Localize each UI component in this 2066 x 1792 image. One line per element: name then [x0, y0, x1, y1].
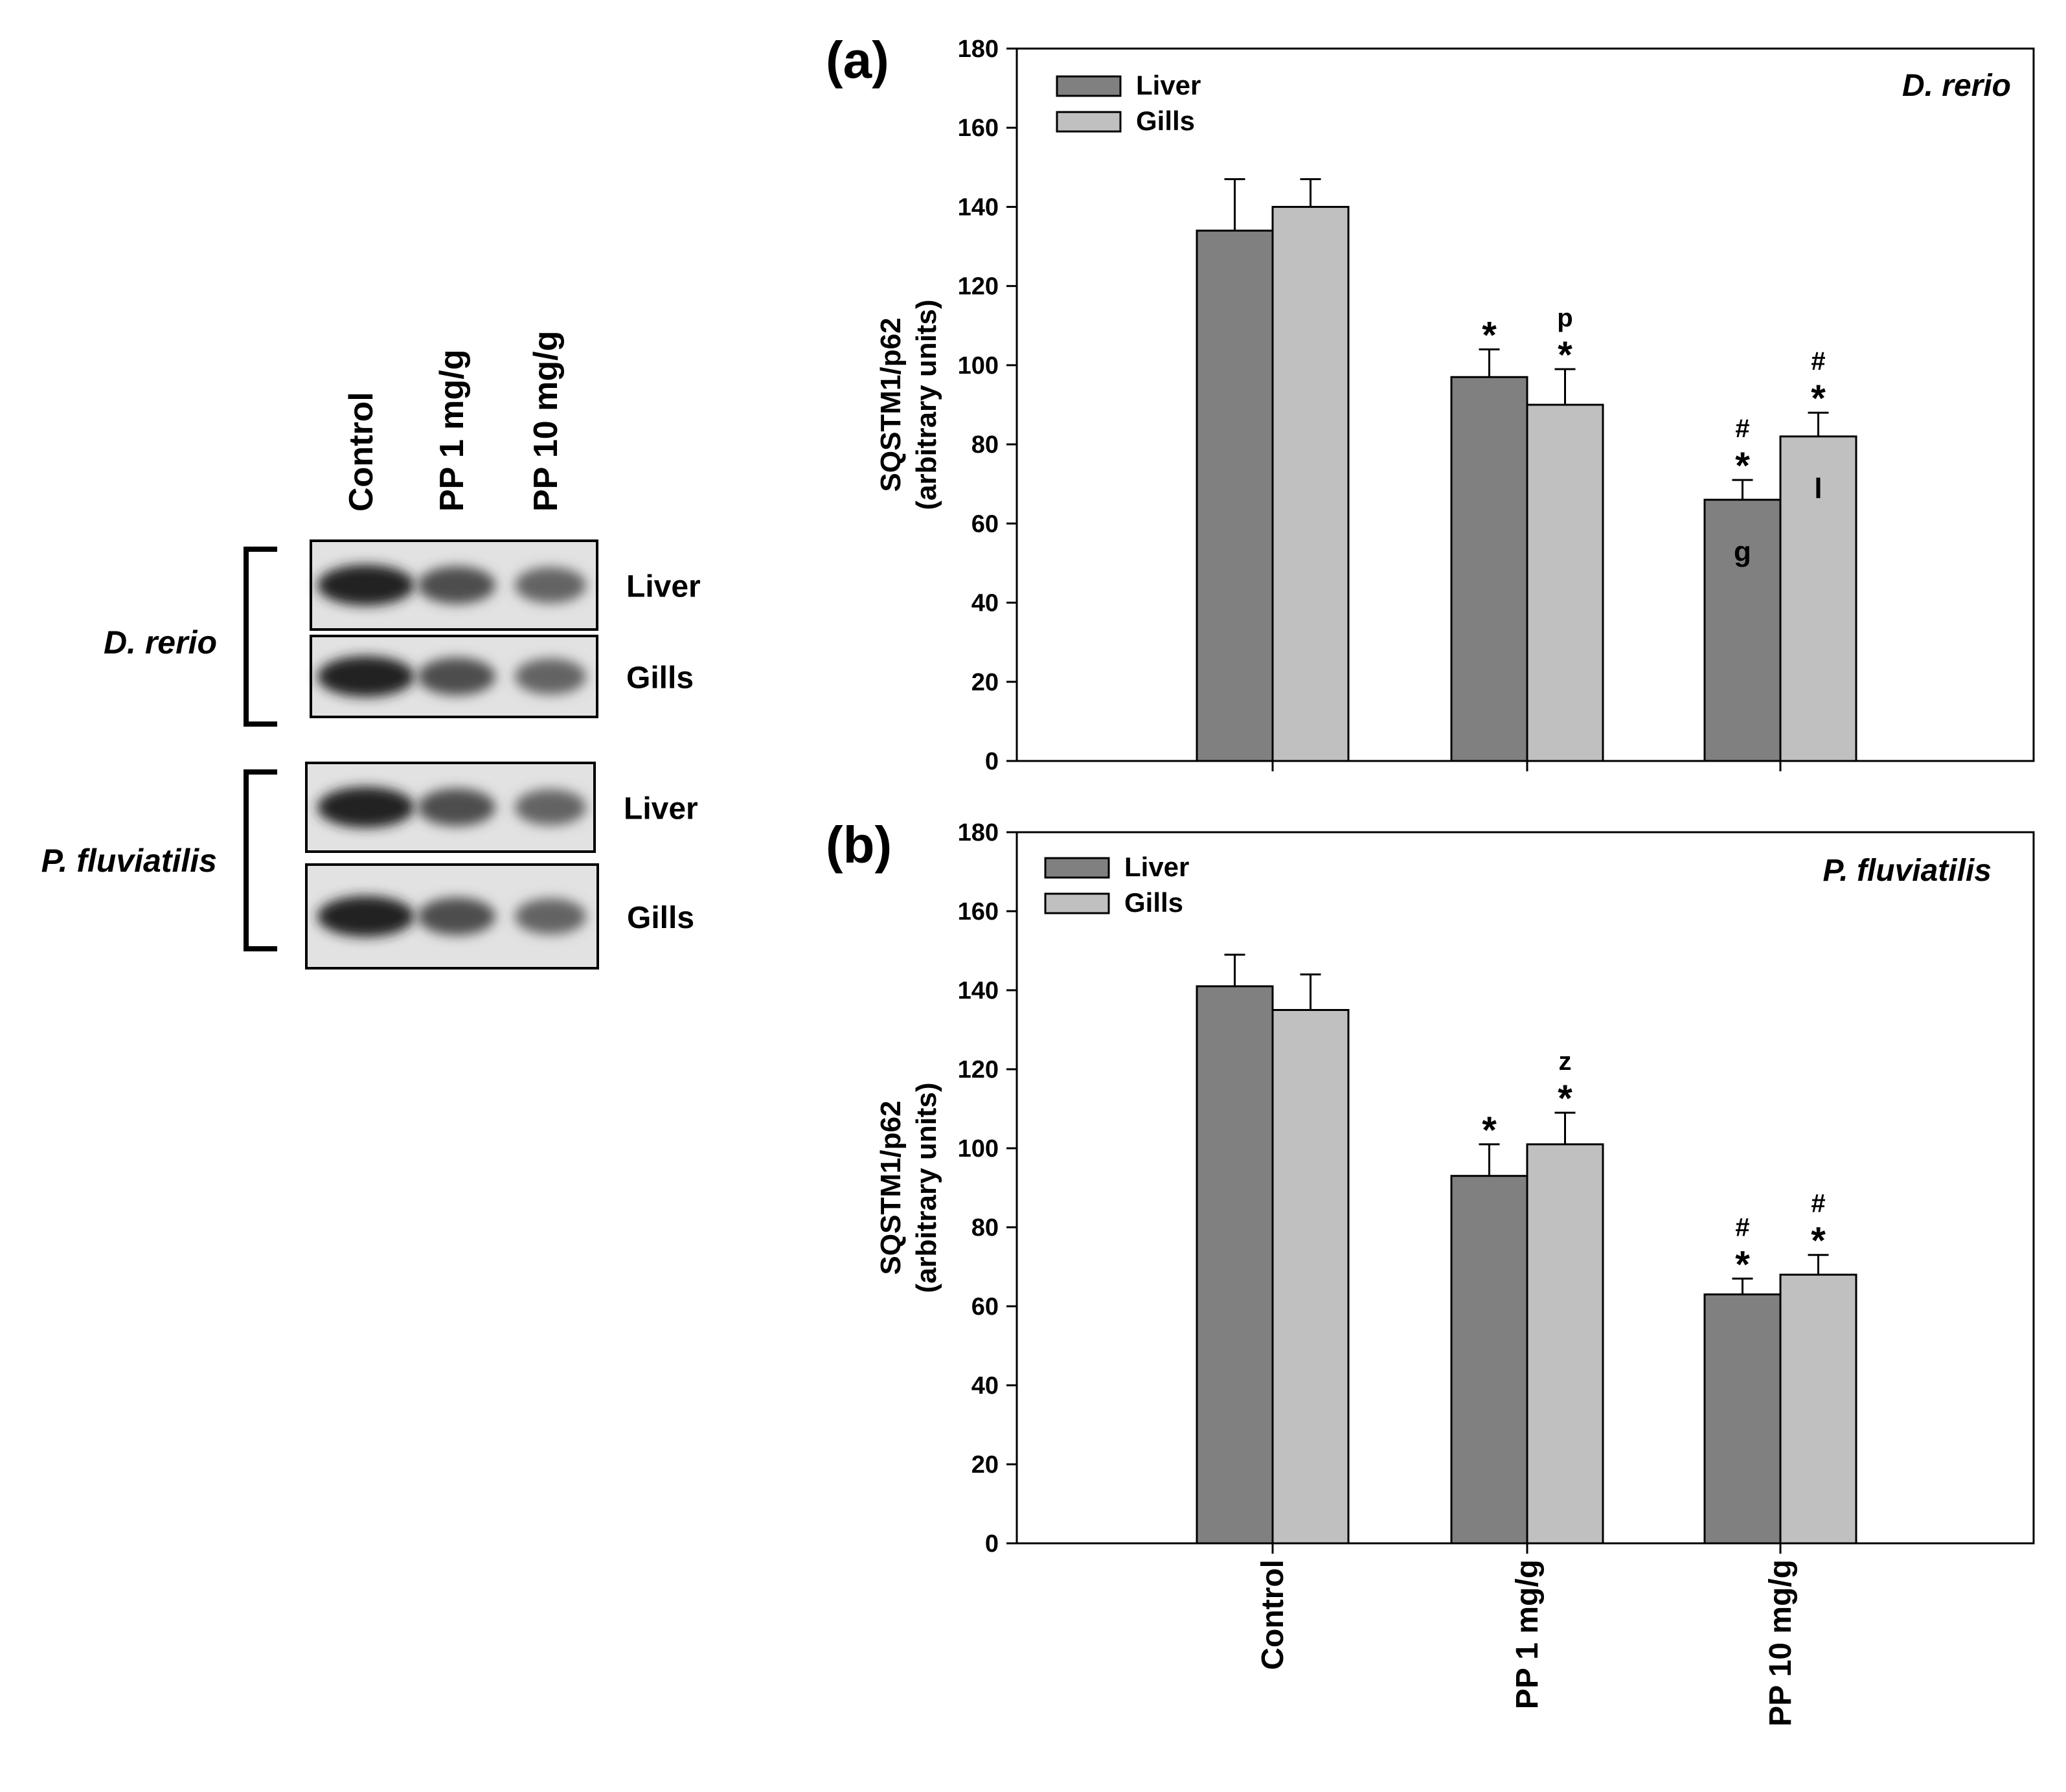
y-tick-label: 40 [971, 1372, 999, 1400]
bar [1526, 403, 1604, 762]
significance-marker: * [1735, 445, 1750, 487]
bar-inner-label: l [1814, 473, 1822, 505]
y-tick-label: 180 [958, 36, 999, 63]
species-bracket [244, 547, 277, 727]
blot-band [317, 896, 414, 937]
blot-species-label: P. fluviatilis [41, 843, 217, 879]
bar [1450, 1175, 1528, 1545]
bar [1703, 499, 1782, 762]
bar [1450, 376, 1528, 762]
legend-label: Liver [1124, 852, 1189, 882]
bar [1196, 229, 1274, 762]
y-tick-label: 0 [985, 1530, 999, 1558]
blot-band [317, 787, 414, 828]
chart-panel-a: 0 20 40 60 80 100 120 140 160 180 SQSTM1/p62 (arbit… [826, 31, 2035, 775]
blot-lane-label: PP 1 mg/g [433, 350, 471, 512]
blot-band [317, 565, 414, 606]
y-axis-title: SQSTM1/p62 [875, 1101, 907, 1275]
legend-swatch [1044, 892, 1110, 914]
blot-band [515, 658, 586, 695]
x-category-label: PP 1 mg/g [1510, 1559, 1545, 1709]
species-bracket [244, 769, 277, 951]
significance-marker: z [1559, 1047, 1572, 1076]
blot-band [418, 657, 495, 696]
bar [1703, 1293, 1782, 1545]
bar [1196, 985, 1274, 1545]
y-tick-label: 80 [971, 431, 999, 459]
y-tick-label: 20 [971, 669, 999, 696]
significance-marker: * [1811, 378, 1826, 420]
significance-marker: * [1811, 1220, 1826, 1262]
y-tick-label: 160 [958, 898, 999, 925]
bar [1779, 435, 1857, 762]
legend-swatch [1056, 75, 1122, 97]
y-tick-label: 80 [971, 1214, 999, 1242]
blot-lane-label: Control [343, 392, 380, 512]
significance-marker: * [1558, 1078, 1572, 1120]
bar [1271, 1009, 1350, 1545]
legend-swatch [1056, 111, 1122, 133]
bar [1779, 1273, 1857, 1545]
blot-tissue-label: Liver [624, 792, 698, 826]
significance-marker: # [1735, 414, 1749, 443]
western-blot-panel: Control PP 1 mg/g PP 10 mg/g Liver Gills Live… [41, 331, 701, 970]
chart-panel-b: 0 20 40 60 80 100 120 140 160 180 SQSTM1/p62 (arbit… [826, 816, 2035, 1558]
significance-marker: * [1558, 334, 1572, 376]
species-label: P. fluviatilis [1822, 854, 1992, 888]
y-tick-label: 0 [985, 748, 999, 775]
bar [1271, 205, 1350, 762]
y-tick-label: 120 [958, 273, 999, 301]
y-tick-label: 140 [958, 977, 999, 1004]
significance-marker: p [1557, 304, 1572, 332]
significance-marker: # [1811, 1190, 1825, 1218]
panel-label: (b) [826, 816, 892, 874]
y-tick-label: 60 [971, 1293, 999, 1321]
y-tick-label: 20 [971, 1451, 999, 1479]
significance-marker: # [1735, 1213, 1749, 1242]
y-axis-title: (arbitrary units) [911, 299, 942, 510]
blot-band [515, 789, 586, 826]
y-tick-label: 100 [958, 1135, 999, 1163]
blot-lane-label: PP 10 mg/g [527, 331, 565, 512]
y-tick-label: 40 [971, 590, 999, 617]
species-label: D. rerio [1902, 69, 2011, 103]
legend-label: Gills [1136, 106, 1195, 136]
blot-band [418, 788, 495, 826]
legend-label: Liver [1136, 70, 1201, 100]
bar [1526, 1143, 1604, 1545]
y-tick-label: 60 [971, 510, 999, 538]
y-tick-label: 120 [958, 1056, 999, 1083]
y-axis-title: (arbitrary units) [911, 1082, 942, 1293]
blot-band [418, 566, 495, 604]
y-tick-label: 140 [958, 194, 999, 221]
bar-inner-label: g [1734, 536, 1751, 568]
blot-species-label: D. rerio [104, 624, 217, 661]
x-category-labels: Control PP 1 mg/g PP 10 mg/g [1256, 1559, 1798, 1727]
x-category-label: Control [1256, 1559, 1290, 1670]
blot-band [418, 898, 495, 935]
legend-label: Gills [1124, 887, 1183, 918]
y-tick-label: 160 [958, 115, 999, 142]
y-tick-label: 100 [958, 352, 999, 380]
significance-marker: * [1735, 1243, 1750, 1286]
blot-band [515, 567, 586, 604]
blot-band [515, 898, 586, 935]
y-tick-label: 180 [958, 819, 999, 846]
significance-marker: # [1811, 347, 1825, 376]
panel-label: (a) [826, 31, 889, 89]
x-category-label: PP 10 mg/g [1764, 1559, 1798, 1727]
blot-tissue-label: Gills [627, 901, 694, 935]
significance-marker: * [1482, 314, 1497, 356]
blot-tissue-label: Gills [626, 661, 694, 696]
blot-band [317, 656, 414, 697]
y-axis-title: SQSTM1/p62 [875, 318, 907, 492]
significance-marker: * [1482, 1109, 1497, 1151]
blot-tissue-label: Liver [626, 570, 701, 604]
legend-swatch [1044, 857, 1110, 879]
